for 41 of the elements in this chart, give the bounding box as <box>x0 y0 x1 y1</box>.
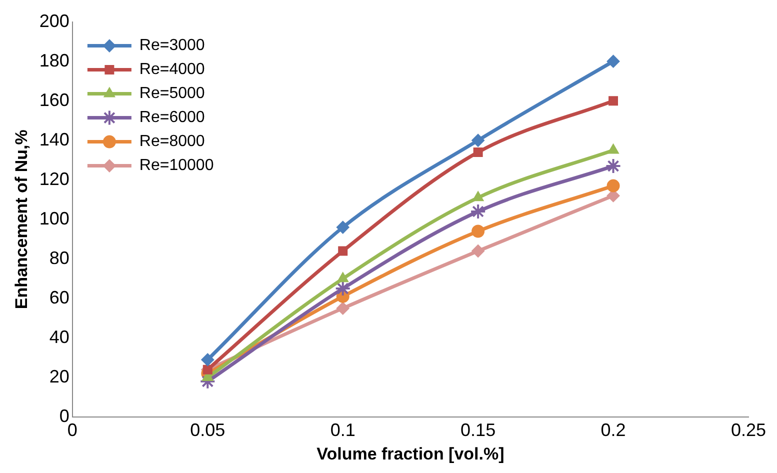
y-tick-label: 40 <box>49 326 70 347</box>
point <box>608 144 619 154</box>
x-tick-label: 0.25 <box>730 420 766 440</box>
point <box>472 224 485 238</box>
y-tick-label: 0 <box>59 406 70 426</box>
y-axis-title: Enhancement of Nu,% <box>12 130 31 310</box>
point <box>338 246 348 256</box>
point <box>336 220 350 234</box>
point <box>337 272 349 282</box>
legend-label: Re=3000 <box>139 37 205 54</box>
point <box>470 203 486 220</box>
y-tick-label: 60 <box>49 287 70 308</box>
point <box>608 96 618 106</box>
point <box>605 158 622 174</box>
point <box>472 244 485 258</box>
legend-label: Re=10000 <box>139 157 214 174</box>
point <box>334 280 351 297</box>
y-tick-label: 20 <box>49 366 70 386</box>
point <box>472 134 485 147</box>
y-tick-label: 80 <box>49 248 70 268</box>
point <box>606 179 620 192</box>
x-tick-label: 0.05 <box>190 420 226 440</box>
y-tick-label: 140 <box>39 129 70 150</box>
x-tick-label: 0.2 <box>600 420 626 440</box>
y-tick-label: 160 <box>39 90 70 110</box>
legend-label: Re=8000 <box>139 133 205 150</box>
legend-label: Re=4000 <box>139 61 205 78</box>
point <box>473 147 483 157</box>
y-tick-label: 100 <box>39 208 70 228</box>
y-tick-label: 180 <box>39 50 70 70</box>
legend-label: Re=5000 <box>139 85 205 102</box>
point <box>472 191 484 202</box>
point <box>201 353 214 366</box>
y-tick-label: 120 <box>39 168 70 189</box>
point <box>336 302 350 315</box>
point <box>606 54 620 68</box>
legend-label: Re=6000 <box>139 109 205 126</box>
x-tick-label: 0.1 <box>330 420 356 440</box>
x-tick-label: 0.15 <box>460 420 496 440</box>
x-axis-title: Volume fraction [vol.%] <box>316 444 504 464</box>
y-tick-label: 200 <box>39 10 70 31</box>
